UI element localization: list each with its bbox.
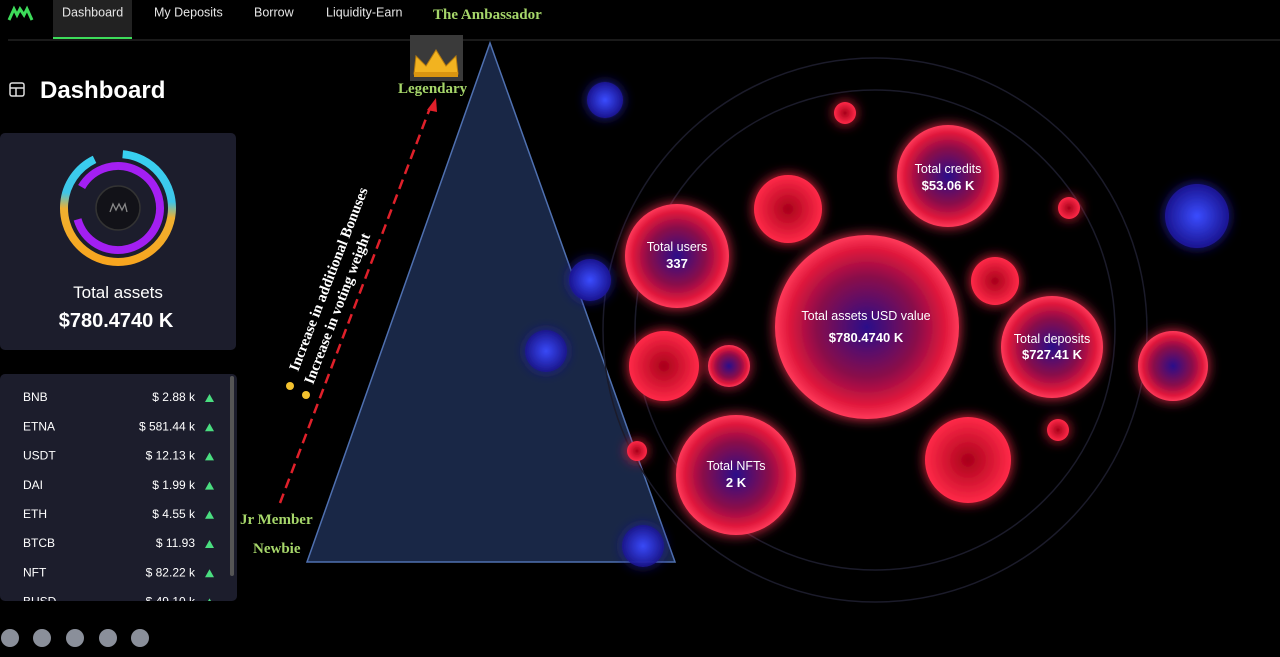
tier-label: Newbie	[253, 541, 301, 557]
medium-icon[interactable]	[66, 629, 84, 647]
scrollbar[interactable]	[230, 376, 234, 576]
token-symbol: DAI	[23, 478, 43, 492]
token-value: $ 11.93	[156, 536, 195, 550]
page-title: Dashboard	[40, 77, 165, 104]
hand-icon	[302, 391, 310, 399]
bubble[interactable]	[897, 125, 999, 227]
tier-label: Jr Member	[240, 512, 313, 528]
nav-item[interactable]: Liquidity-Earn	[326, 5, 402, 19]
hand-icon	[286, 382, 294, 390]
bubble[interactable]	[676, 415, 796, 535]
token-row[interactable]: BUSD $ 49.10 k	[23, 595, 214, 609]
nav-bar: Dashboard My Deposits Borrow Liquidity-E…	[7, 0, 1280, 41]
token-value: $ 12.13 k	[146, 449, 196, 463]
trend-up-icon	[205, 423, 214, 432]
trend-up-icon	[205, 394, 214, 402]
token-symbol: BTCB	[23, 536, 55, 550]
token-row[interactable]: ETNA $ 581.44 k	[23, 419, 214, 433]
bubble-label: Total credits	[915, 162, 982, 176]
summary-value: $780.4740 K	[59, 310, 174, 332]
token-value: $ 2.88 k	[152, 390, 196, 404]
arrow-head	[427, 98, 437, 112]
token-value: $ 4.55 k	[152, 507, 196, 521]
bubble-value: $727.41 K	[1022, 347, 1083, 362]
bubble-label: Total assets USD value	[801, 309, 930, 323]
nav-active-bg	[53, 0, 132, 38]
bubble-label: Total users	[647, 240, 707, 254]
crown	[410, 35, 463, 81]
token-value: $ 1.99 k	[152, 478, 196, 492]
telegram-icon[interactable]	[1, 629, 19, 647]
tier-pyramid	[305, 40, 677, 563]
bubble-value: 2 K	[726, 475, 747, 490]
trend-up-icon	[205, 510, 214, 519]
tier-label: Legendary	[398, 81, 468, 97]
bubble-graphic: Total assets USD value $780.4740 K Total…	[525, 57, 1229, 603]
bubble-value: $53.06 K	[922, 178, 975, 193]
token-row[interactable]: ETH $ 4.55 k	[23, 507, 214, 521]
trend-up-icon	[205, 569, 214, 578]
bubble-value: $780.4740 K	[829, 330, 904, 345]
token-row[interactable]: BNB $ 2.88 k	[23, 390, 214, 404]
social-icons	[1, 629, 149, 647]
token-value: $ 581.44 k	[139, 419, 196, 433]
bubble[interactable]	[625, 204, 729, 308]
trend-up-icon	[205, 540, 214, 548]
token-row[interactable]: NFT $ 82.22 k	[23, 565, 214, 579]
bubble-label: Total NFTs	[706, 459, 765, 473]
github-icon[interactable]	[131, 629, 149, 647]
bubble-value: 337	[666, 256, 688, 271]
trend-up-icon	[205, 481, 214, 490]
summary-card	[0, 133, 236, 350]
token-symbol: USDT	[23, 449, 56, 463]
donut	[60, 150, 176, 266]
token-value: $ 49.10 k	[146, 595, 196, 609]
trend-up-icon	[208, 598, 211, 601]
tier-label: The Ambassador	[433, 7, 542, 23]
bubble-label: Total deposits	[1014, 332, 1090, 346]
nav-item[interactable]: My Deposits	[154, 5, 223, 19]
summary-label: Total assets	[73, 283, 163, 302]
discord-icon[interactable]	[99, 629, 117, 647]
progress-arrow	[278, 107, 432, 504]
logo[interactable]	[7, 5, 34, 21]
bubble[interactable]	[1001, 296, 1103, 398]
nav-item[interactable]: Borrow	[254, 5, 295, 19]
token-symbol: BNB	[23, 390, 48, 404]
twitter-icon[interactable]	[33, 629, 51, 647]
token-symbol: ETH	[23, 507, 47, 521]
token-value: $ 82.22 k	[146, 565, 196, 579]
nav-item[interactable]: Dashboard	[62, 5, 123, 19]
token-symbol: BUSD	[23, 595, 57, 609]
nav-active-underline	[53, 37, 132, 39]
token-row[interactable]: USDT $ 12.13 k	[23, 449, 214, 463]
token-symbol: NFT	[23, 565, 47, 579]
token-list: BNB $ 2.88 k ETNA $ 581.44 k USDT $ 12.13 k DA…	[0, 374, 237, 609]
token-row[interactable]: DAI $ 1.99 k	[23, 478, 214, 492]
trend-up-icon	[205, 452, 214, 461]
token-symbol: ETNA	[23, 419, 55, 433]
bubble[interactable]	[775, 235, 959, 419]
token-row[interactable]: BTCB $ 11.93	[23, 536, 214, 550]
dashboard-icon	[9, 82, 25, 97]
